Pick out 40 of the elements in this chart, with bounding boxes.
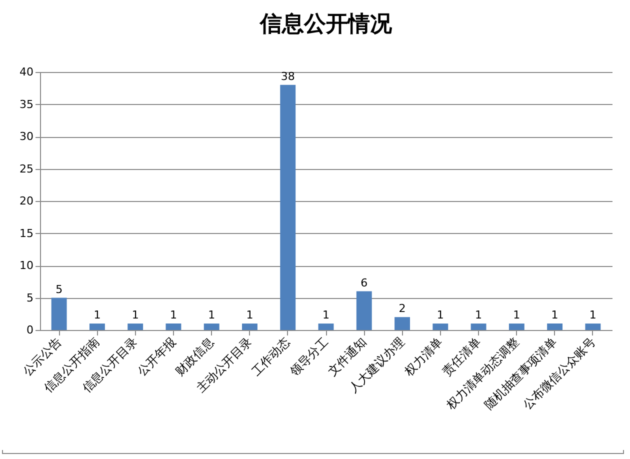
data-label: 1	[436, 308, 444, 322]
bar	[280, 84, 296, 330]
data-label: 38	[280, 70, 295, 83]
data-label: 1	[322, 308, 330, 322]
bar	[89, 324, 105, 330]
data-label: 1	[208, 308, 216, 322]
bar	[394, 317, 410, 330]
data-label: 1	[551, 308, 558, 322]
data-label: 5	[56, 282, 63, 296]
y-tick-label: 25	[20, 162, 34, 176]
bar	[166, 324, 182, 330]
bar	[204, 324, 220, 330]
bar	[51, 298, 67, 330]
data-label: 1	[170, 308, 177, 322]
data-label: 1	[475, 308, 482, 322]
data-label: 1	[132, 308, 139, 322]
bar	[547, 324, 563, 330]
data-label: 1	[246, 308, 254, 322]
y-tick-label: 10	[20, 259, 34, 272]
y-tick-label: 35	[20, 98, 34, 111]
y-tick-label: 5	[26, 291, 34, 304]
y-tick-label: 20	[20, 194, 34, 208]
y-tick-label: 0	[26, 324, 34, 336]
bar	[470, 324, 486, 330]
bar	[585, 324, 601, 330]
data-label: 6	[360, 276, 368, 290]
data-label: 1	[513, 308, 520, 322]
bar	[356, 291, 372, 330]
y-tick-label: 15	[20, 226, 34, 240]
data-label: 1	[94, 308, 101, 322]
y-tick-label: 30	[20, 130, 34, 143]
data-label: 2	[398, 302, 406, 316]
bar	[508, 324, 524, 330]
data-label: 1	[589, 308, 596, 322]
bar	[318, 324, 334, 330]
chart-title: 信息公开情况	[259, 12, 393, 37]
bar	[128, 324, 144, 330]
bar	[242, 324, 258, 330]
y-tick-label: 40	[20, 66, 34, 78]
bar	[432, 324, 448, 330]
